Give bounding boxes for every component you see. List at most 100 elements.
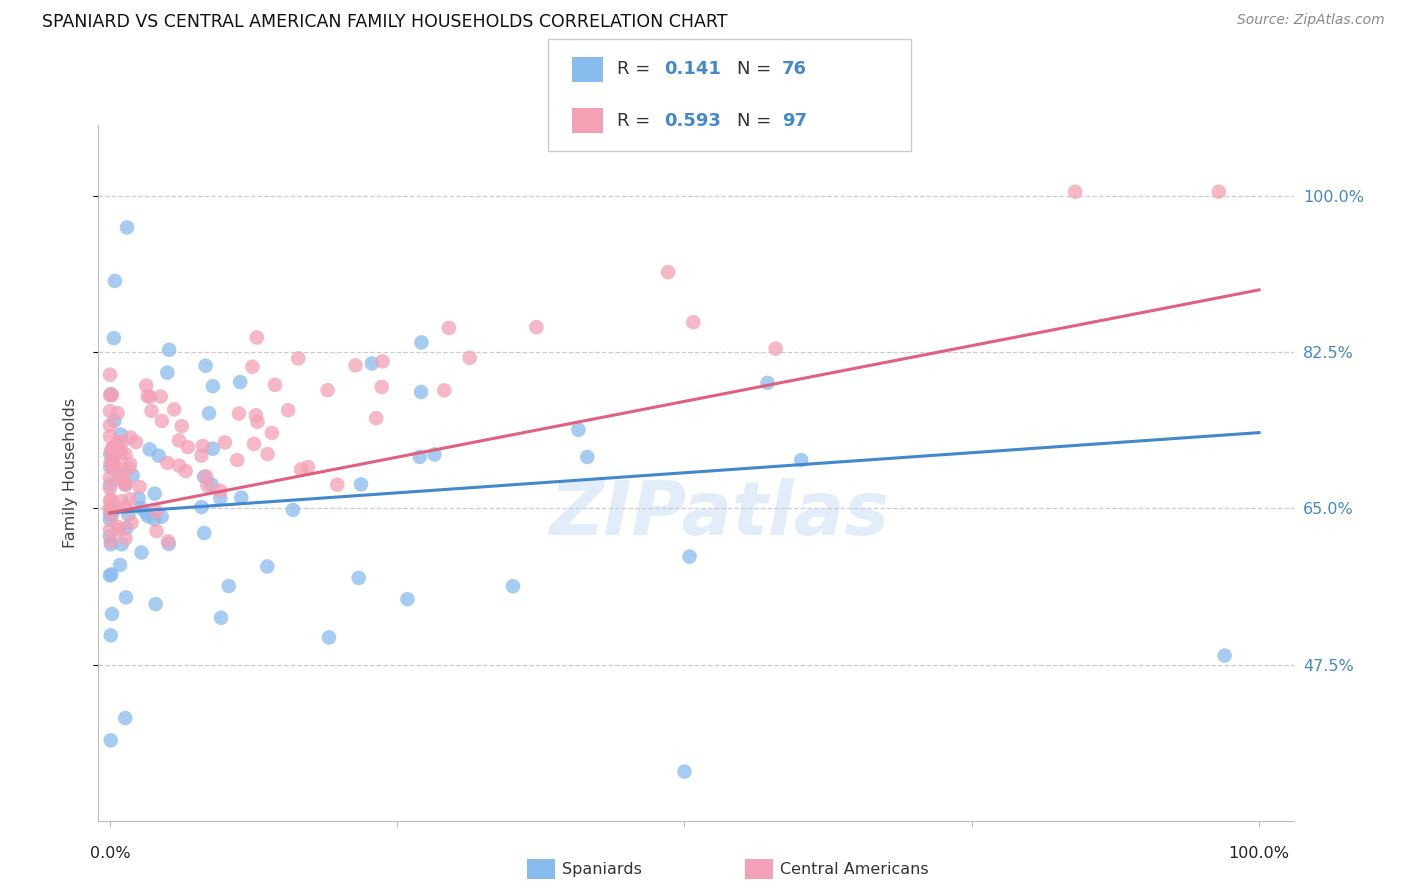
- Point: [209, 491, 232, 506]
- Text: SPANIARD VS CENTRAL AMERICAN FAMILY HOUSEHOLDS CORRELATION CHART: SPANIARD VS CENTRAL AMERICAN FAMILY HOUS…: [42, 13, 728, 31]
- Point: [366, 411, 388, 425]
- Point: [145, 505, 167, 519]
- Point: [114, 476, 136, 491]
- Point: [246, 330, 269, 344]
- Point: [101, 607, 124, 621]
- Point: [149, 390, 172, 404]
- Point: [101, 460, 124, 475]
- Point: [98, 481, 121, 495]
- Point: [191, 439, 214, 453]
- Point: [256, 447, 278, 461]
- Point: [347, 571, 370, 585]
- Point: [98, 429, 121, 443]
- Point: [256, 559, 278, 574]
- Point: [107, 406, 129, 420]
- Point: [201, 442, 224, 456]
- Point: [756, 376, 779, 390]
- Point: [246, 415, 269, 429]
- Point: [150, 509, 173, 524]
- Point: [423, 447, 446, 461]
- Point: [131, 545, 153, 559]
- Point: [243, 437, 266, 451]
- Point: [114, 477, 136, 491]
- Point: [100, 509, 122, 524]
- Point: [103, 414, 125, 428]
- Point: [201, 477, 224, 491]
- Point: [433, 384, 456, 398]
- Point: [281, 503, 304, 517]
- Point: [316, 383, 339, 397]
- Y-axis label: Family Households: Family Households: [63, 398, 77, 548]
- Point: [107, 467, 129, 482]
- Point: [98, 470, 121, 484]
- Point: [107, 520, 129, 534]
- Text: 0.593: 0.593: [664, 112, 720, 129]
- Point: [115, 591, 138, 605]
- Point: [157, 343, 180, 357]
- Point: [174, 464, 197, 478]
- Point: [673, 764, 696, 779]
- Point: [98, 418, 121, 433]
- Point: [120, 457, 142, 471]
- Point: [360, 356, 382, 370]
- Point: [156, 456, 179, 470]
- Point: [121, 516, 143, 530]
- Point: [100, 628, 122, 642]
- Point: [129, 501, 152, 516]
- Point: [114, 477, 136, 491]
- Point: [242, 359, 264, 374]
- Point: [98, 524, 121, 538]
- Point: [297, 460, 319, 475]
- Point: [318, 631, 340, 645]
- Point: [103, 331, 125, 345]
- Point: [326, 477, 349, 491]
- Point: [98, 501, 121, 516]
- Point: [350, 477, 373, 491]
- Point: [135, 378, 157, 392]
- Point: [98, 459, 121, 474]
- Point: [101, 504, 124, 518]
- Point: [190, 500, 212, 514]
- Point: [100, 733, 122, 747]
- Point: [657, 265, 679, 279]
- Point: [100, 537, 122, 551]
- Point: [101, 442, 124, 456]
- Point: [98, 388, 121, 402]
- Point: [101, 458, 124, 472]
- Point: [157, 537, 180, 551]
- Point: [101, 453, 124, 467]
- Point: [195, 469, 218, 483]
- Point: [245, 409, 267, 423]
- Point: [371, 380, 394, 394]
- Point: [290, 462, 312, 476]
- Point: [682, 315, 704, 329]
- Text: Source: ZipAtlas.com: Source: ZipAtlas.com: [1237, 13, 1385, 28]
- Point: [115, 220, 138, 235]
- Point: [170, 419, 193, 434]
- Point: [567, 423, 589, 437]
- Point: [371, 354, 394, 368]
- Point: [114, 447, 136, 461]
- Point: [167, 458, 190, 473]
- Point: [138, 442, 160, 457]
- Point: [110, 494, 132, 508]
- Point: [141, 404, 163, 418]
- Point: [145, 597, 167, 611]
- Point: [1208, 185, 1230, 199]
- Point: [198, 406, 221, 420]
- Point: [110, 446, 132, 460]
- Point: [128, 480, 150, 494]
- Text: R =: R =: [617, 61, 657, 78]
- Point: [157, 534, 180, 549]
- Text: 0.0%: 0.0%: [90, 846, 131, 861]
- Point: [104, 274, 127, 288]
- Text: 0.141: 0.141: [664, 61, 720, 78]
- Point: [576, 450, 599, 464]
- Point: [163, 402, 186, 417]
- Point: [411, 335, 433, 350]
- Point: [145, 524, 167, 538]
- Point: [98, 501, 121, 516]
- Point: [114, 532, 136, 546]
- Point: [167, 434, 190, 448]
- Point: [231, 491, 253, 505]
